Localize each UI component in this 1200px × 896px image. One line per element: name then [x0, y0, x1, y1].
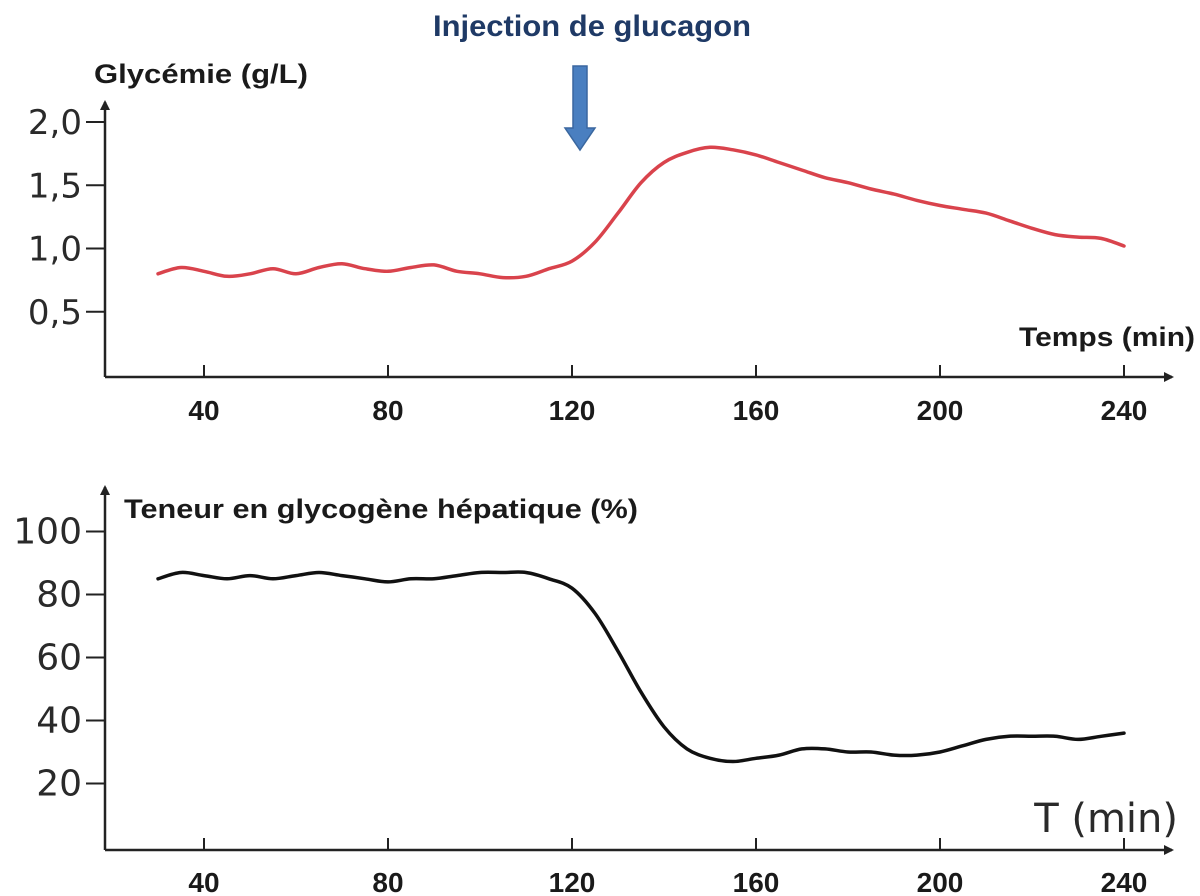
down-arrow-shape [563, 65, 597, 152]
glycemia-chart: Glycémie (g/L) Temps (min) 0,51,01,52,0 … [28, 59, 1195, 426]
glycogen-y-ticks: 20 40 60 80 100 [13, 512, 105, 805]
glycogen-series-line [156, 570, 1126, 764]
glycemia-y-tick-label: 1,0 [28, 230, 82, 270]
glycemia-x-axis-label: Temps (min) [1019, 322, 1195, 352]
injection-label: Injection de glucagon [433, 10, 751, 43]
glycemia-y-tick-label: 0,5 [28, 293, 82, 333]
glycogen-y-tick-label: 100 [13, 512, 82, 553]
glycogen-chart: Teneur en glycogène hépatique (%) T (min… [13, 485, 1178, 896]
glycogen-x-tick-label: 120 [549, 867, 596, 896]
glycemia-x-tick-label: 120 [549, 395, 596, 426]
glycogen-x-axis-label: T (min) [1033, 796, 1178, 842]
glycemia-x-tick-label: 40 [188, 395, 219, 426]
glycemia-x-tick-label: 80 [372, 395, 403, 426]
glycemia-series [156, 145, 1126, 280]
glycemia-x-tick-label: 200 [917, 395, 964, 426]
glycemia-x-tick-label: 160 [733, 395, 780, 426]
glycogen-y-tick-label: 80 [36, 575, 82, 616]
glycogen-x-tick-label: 40 [188, 867, 219, 896]
glycemia-y-tick-label: 2,0 [28, 103, 82, 143]
glycogen-x-tick-label: 200 [917, 867, 964, 896]
glycogen-y-tick-label: 20 [36, 764, 82, 805]
glycogen-y-axis-label: Teneur en glycogène hépatique (%) [124, 494, 638, 524]
glycogen-series [156, 570, 1126, 764]
glycemia-series-line [156, 145, 1126, 280]
glycogen-x-tick-label: 160 [733, 867, 780, 896]
glycemia-y-ticks: 0,5 1,0 1,5 2,0 [28, 103, 105, 333]
glycogen-x-tick-label: 80 [372, 867, 403, 896]
glycemia-y-axis-label: Glycémie (g/L) [94, 59, 308, 89]
glycogen-x-ticks: 40 80 120 160 200 240 [188, 838, 1147, 896]
glycogen-y-tick-label: 40 [36, 701, 82, 742]
injection-annotation: Injection de glucagon [433, 10, 751, 152]
injection-arrow-icon [563, 65, 597, 152]
glycogen-y-tick-label: 60 [36, 638, 82, 679]
glycemia-x-ticks: 40 80 120 160 200 240 [188, 365, 1147, 426]
glycemia-x-tick-label: 240 [1101, 395, 1148, 426]
glycogen-x-tick-label: 240 [1101, 867, 1148, 896]
glycemia-y-tick-label: 1,5 [28, 166, 82, 206]
